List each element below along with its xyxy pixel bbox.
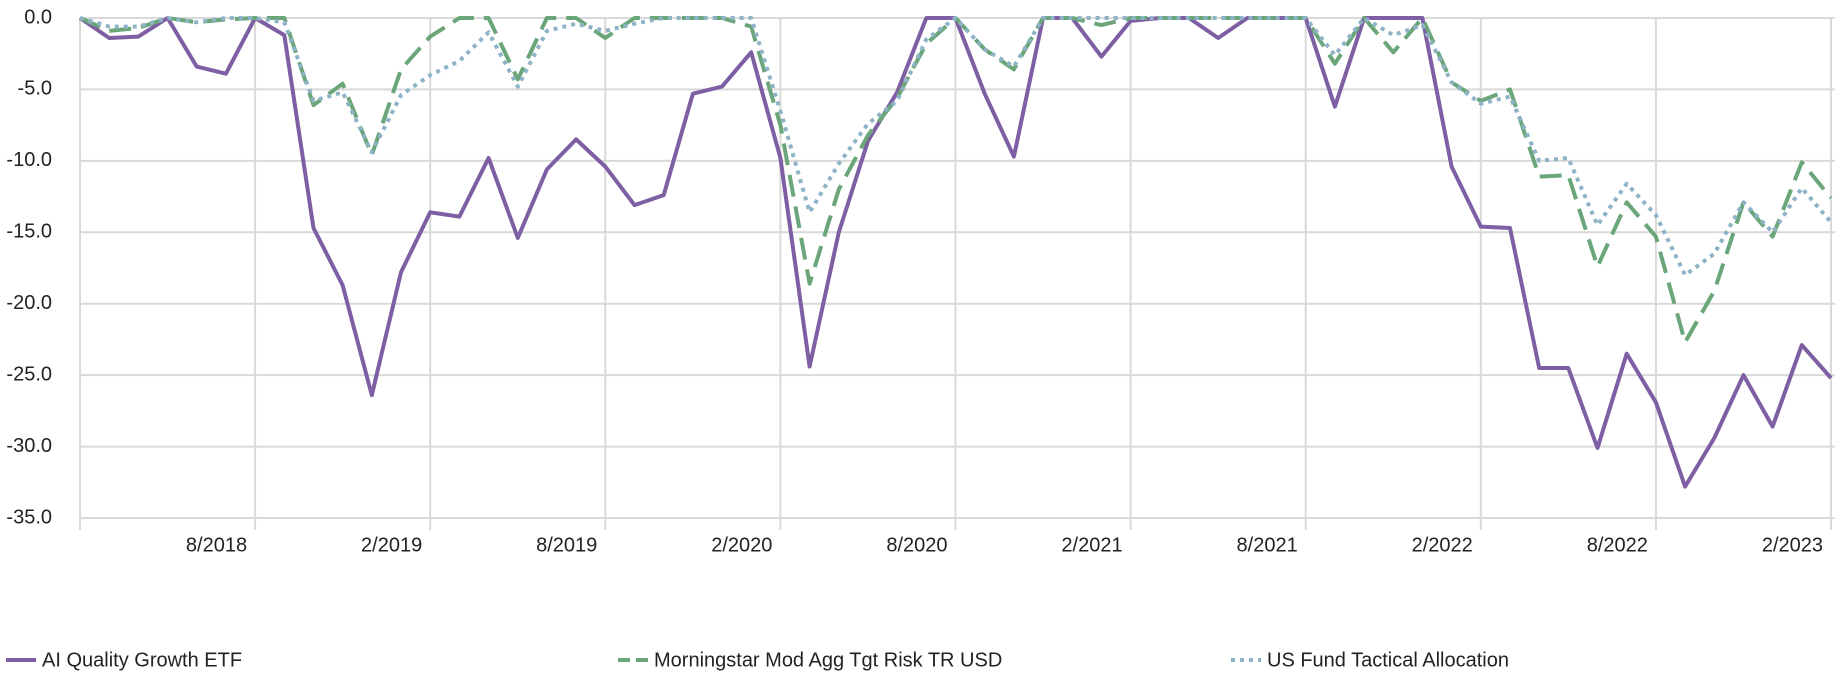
y-tick-label: -30.0 bbox=[6, 435, 52, 457]
x-tick-label: 2/2023 bbox=[1762, 534, 1823, 556]
x-tick-label: 2/2022 bbox=[1412, 534, 1473, 556]
x-tick-label: 2/2020 bbox=[711, 534, 772, 556]
x-tick-label: 8/2022 bbox=[1587, 534, 1648, 556]
series-line bbox=[79, 16, 1833, 278]
y-tick-label: -10.0 bbox=[6, 149, 52, 171]
x-tick-label: 2/2019 bbox=[361, 534, 422, 556]
legend-label: Morningstar Mod Agg Tgt Risk TR USD bbox=[654, 649, 1002, 671]
x-tick-label: 2/2021 bbox=[1061, 534, 1122, 556]
x-tick-label: 8/2020 bbox=[886, 534, 947, 556]
legend-label: AI Quality Growth ETF bbox=[42, 649, 242, 671]
y-tick-label: -5.0 bbox=[18, 78, 52, 100]
y-tick-label: -20.0 bbox=[6, 292, 52, 314]
x-tick-label: 8/2019 bbox=[536, 534, 597, 556]
legend-label: US Fund Tactical Allocation bbox=[1267, 649, 1509, 671]
y-tick-label: -25.0 bbox=[6, 363, 52, 385]
y-tick-label: -15.0 bbox=[6, 221, 52, 243]
x-tick-label: 8/2021 bbox=[1237, 534, 1298, 556]
x-tick-label: 8/2018 bbox=[186, 534, 247, 556]
y-tick-label: 0.0 bbox=[24, 6, 52, 28]
y-tick-label: -35.0 bbox=[6, 506, 52, 528]
